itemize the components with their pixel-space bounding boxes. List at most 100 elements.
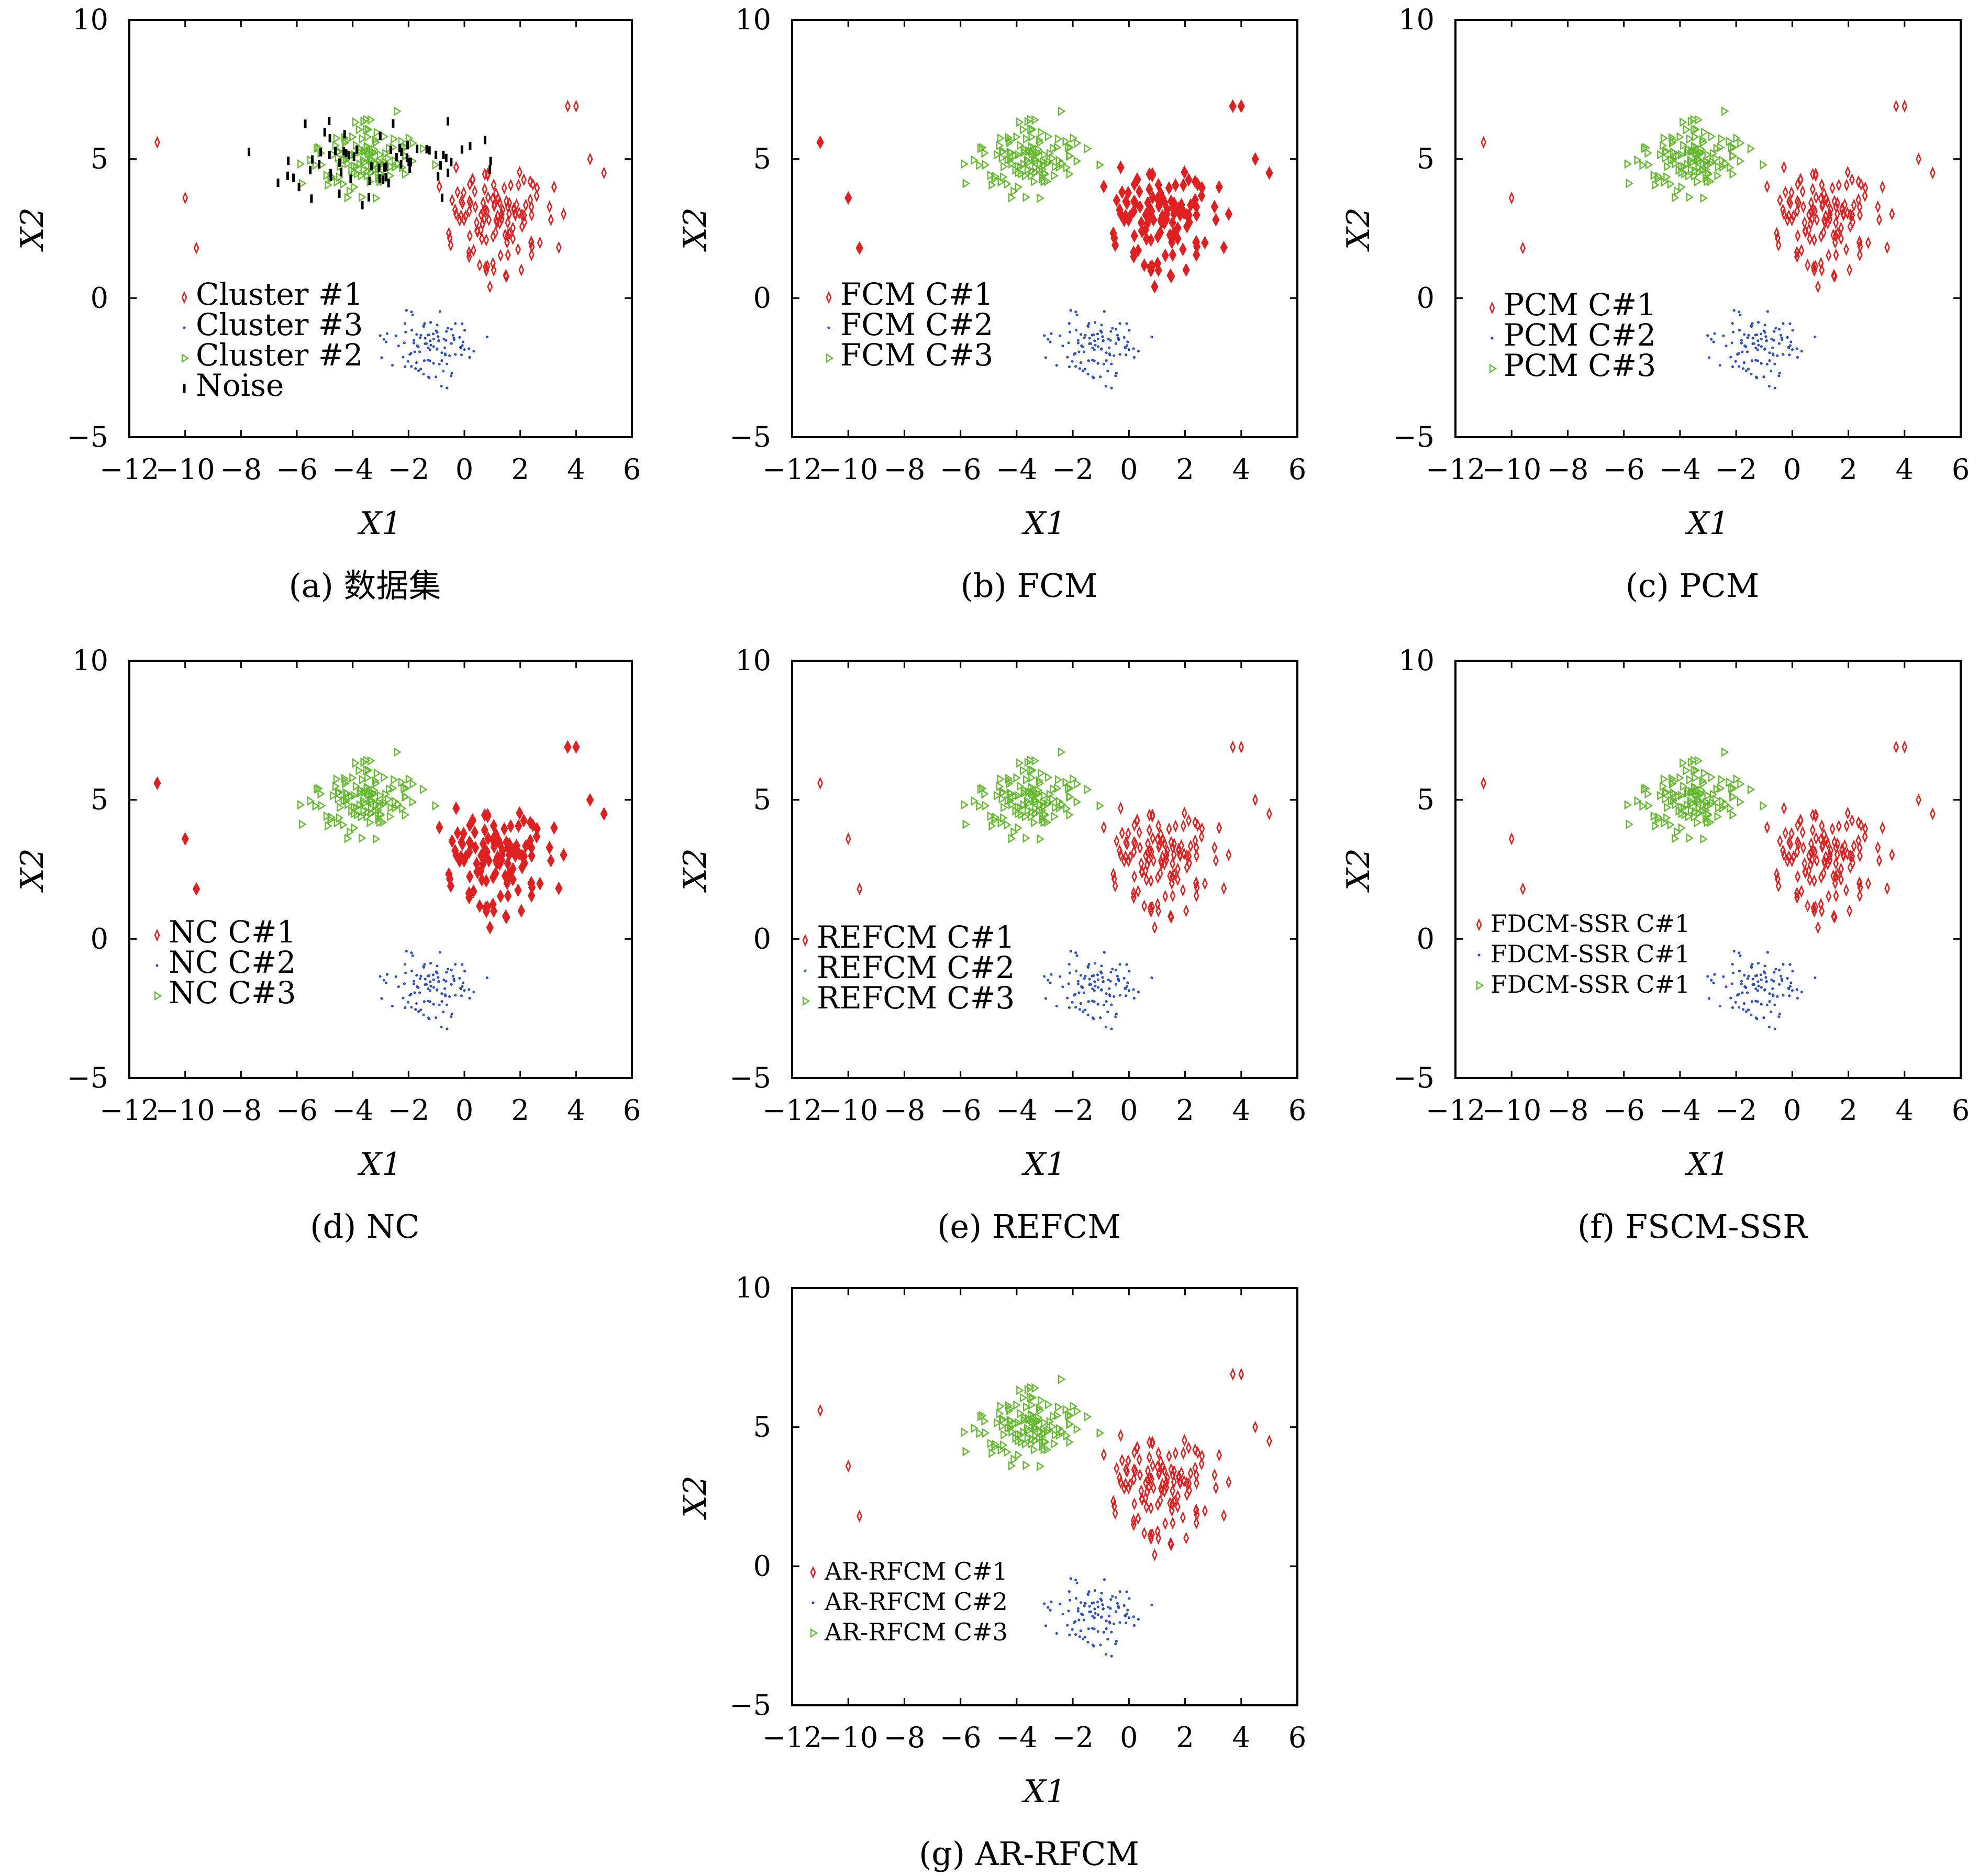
x-tick-label: 0: [455, 1094, 473, 1127]
x-axis-label: X1: [1021, 1146, 1066, 1183]
y-tick-label: 0: [91, 922, 108, 955]
y-tick-label: 10: [735, 1271, 771, 1304]
plot-frame: [128, 19, 633, 438]
legend-entry: PCM C#1: [1504, 287, 1656, 323]
x-tick-label: 2: [511, 1094, 529, 1127]
x-tick-label: 2: [1176, 453, 1194, 486]
y-tick-label: 5: [1417, 142, 1435, 175]
plot-frame: [1454, 660, 1962, 1079]
x-tick-label: −10: [818, 1721, 878, 1754]
legend-entry: REFCM C#1: [817, 919, 1015, 955]
y-tick-label: 5: [753, 1411, 771, 1444]
legend-entry: Cluster #1: [196, 276, 363, 312]
y-tick-label: −5: [729, 1689, 771, 1722]
scatter-points: [817, 740, 1272, 1030]
y-tick-label: −5: [66, 1061, 108, 1094]
x-tick-label: −6: [940, 1094, 982, 1127]
y-axis-label: X2: [677, 1475, 714, 1520]
x-tick-label: 4: [567, 1094, 585, 1127]
panel-caption: (b) FCM: [961, 567, 1098, 605]
x-tick-label: 0: [1120, 1094, 1138, 1127]
y-tick-label: −5: [729, 420, 771, 453]
scatter-panel-5: −12−10 −8 −6 −4 −2 0 2 4 6 −5 0 5 10 X1 X2 (e) REFCM REF…: [677, 644, 1306, 1246]
legend-entry: NC C#2: [169, 945, 296, 980]
x-tick-label: 2: [511, 453, 529, 486]
x-tick-label: −6: [276, 1094, 318, 1127]
x-tick-label: −6: [276, 453, 318, 486]
x-tick-label: −12: [762, 1721, 822, 1754]
x-axis-label: X1: [358, 505, 402, 542]
x-tick-label: −10: [1482, 453, 1541, 486]
x-tick-label: 4: [1232, 1094, 1250, 1127]
x-tick-label: 6: [623, 453, 641, 486]
panel-caption: (f) FSCM-SSR: [1577, 1207, 1808, 1246]
x-tick-label: 6: [623, 1094, 641, 1127]
legend: AR-RFCM C#1 AR-RFCM C#2AR-RFCM C#3: [810, 1557, 1008, 1646]
x-tick-label: −4: [1659, 1094, 1701, 1127]
scatter-points: [1481, 740, 1936, 1030]
panel-caption: (c) PCM: [1626, 567, 1759, 605]
legend-entry: FDCM-SSR C#1: [1491, 909, 1690, 938]
x-tick-label: −6: [940, 453, 982, 486]
scatter-panel-3: −12−10 −8 −6 −4 −2 0 2 4 6 −5 0 5 10 X1 X2 (c) PCM PCM C…: [1340, 3, 1970, 605]
y-tick-label: 0: [1417, 281, 1435, 314]
x-tick-label: −6: [1603, 453, 1645, 486]
legend: NC C#1NC C#2NC C#3: [154, 914, 296, 1011]
x-tick-label: 4: [1232, 1721, 1250, 1754]
x-tick-label: −8: [220, 1094, 262, 1127]
x-tick-label: −8: [220, 453, 262, 486]
panel-caption: (a) 数据集: [288, 567, 441, 605]
legend-entry: PCM C#2: [1504, 317, 1656, 353]
x-tick-label: −10: [155, 453, 215, 486]
y-axis-label: X2: [1340, 207, 1377, 252]
plot-frame: [791, 660, 1298, 1079]
x-tick-label: 0: [455, 453, 473, 486]
y-tick-label: −5: [66, 420, 108, 453]
legend-entry: FCM C#2: [840, 307, 993, 342]
legend-entry: FDCM-SSR C#1: [1491, 970, 1690, 998]
x-tick-label: −10: [818, 453, 878, 486]
x-tick-label: 6: [1288, 453, 1306, 486]
x-tick-label: 0: [1783, 453, 1801, 486]
panel-caption: (d) NC: [310, 1207, 419, 1246]
x-tick-label: −8: [1547, 453, 1589, 486]
x-tick-label: −4: [996, 1721, 1038, 1754]
x-tick-label: 4: [1232, 453, 1250, 486]
x-tick-label: −8: [884, 453, 926, 486]
x-axis-label: X1: [1685, 505, 1729, 542]
x-tick-label: 4: [1896, 1094, 1914, 1127]
y-tick-label: 0: [753, 281, 771, 314]
legend-entry: AR-RFCM C#3: [824, 1618, 1008, 1646]
x-tick-label: 2: [1176, 1094, 1194, 1127]
y-tick-label: 10: [72, 3, 108, 36]
y-tick-label: 10: [72, 644, 108, 677]
legend-entry: NC C#1: [169, 914, 296, 950]
y-tick-label: 10: [1398, 3, 1435, 36]
x-tick-label: −8: [1547, 1094, 1589, 1127]
y-axis-label: X2: [1340, 848, 1377, 893]
x-axis-label: X1: [1021, 505, 1066, 542]
x-tick-label: −4: [1659, 453, 1701, 486]
panel-caption: (e) REFCM: [937, 1207, 1121, 1246]
y-tick-label: −5: [729, 1061, 771, 1094]
panel-caption: (g) AR-RFCM: [919, 1835, 1139, 1873]
plot-frame: [791, 1287, 1298, 1706]
x-tick-label: −12: [99, 1094, 159, 1127]
legend-entry: FDCM-SSR C#1: [1491, 940, 1690, 968]
y-tick-label: −5: [1393, 420, 1435, 453]
y-tick-label: 0: [1417, 922, 1435, 955]
x-tick-label: 6: [1952, 453, 1970, 486]
plot-frame: [128, 660, 633, 1079]
y-axis-label: X2: [14, 848, 51, 893]
x-tick-label: −4: [996, 1094, 1038, 1127]
x-tick-label: −10: [1482, 1094, 1541, 1127]
legend-entry: FCM C#1: [840, 276, 993, 312]
x-tick-label: 6: [1952, 1094, 1970, 1127]
x-axis-label: X1: [1685, 1146, 1729, 1183]
y-axis-label: X2: [677, 848, 714, 893]
x-tick-label: −2: [1052, 1094, 1094, 1127]
